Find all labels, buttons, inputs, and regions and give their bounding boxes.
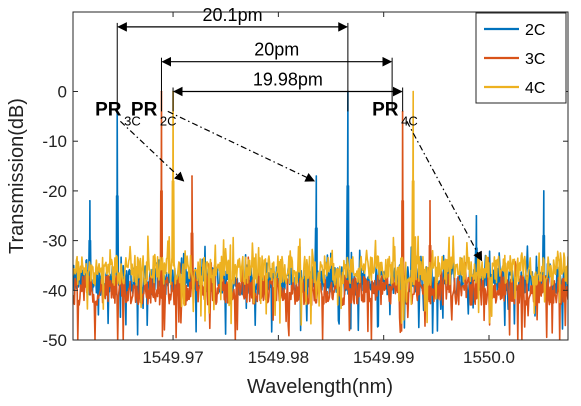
series-line-4C bbox=[73, 90, 568, 326]
y-tick-label: -50 bbox=[42, 331, 67, 350]
shift-arrow bbox=[119, 120, 185, 182]
legend-label-3C: 3C bbox=[525, 51, 545, 68]
x-axis-label: Wavelength(nm) bbox=[247, 376, 393, 398]
shift-arrow bbox=[406, 121, 483, 262]
peak-label-sub: 3C bbox=[124, 113, 141, 128]
x-ticks: 1549.97 1549.98 1549.99 1550.0 bbox=[142, 12, 515, 367]
peak-label-sub: 2C bbox=[160, 113, 177, 128]
y-axis-label: Transmission(dB) bbox=[6, 98, 28, 254]
y-ticks: 0 -10 -20 -30 -40 -50 bbox=[42, 83, 568, 350]
spacing-annotation: 19.98pm bbox=[172, 70, 404, 112]
peak-point-3C bbox=[429, 200, 431, 202]
x-tick-label: 1550.0 bbox=[463, 348, 515, 367]
x-tick-label: 1549.99 bbox=[353, 348, 414, 367]
peak-label-sub: 4C bbox=[401, 113, 418, 128]
y-tick-label: -30 bbox=[42, 232, 67, 251]
y-tick-label: -20 bbox=[42, 182, 67, 201]
peak-point-2C bbox=[475, 214, 478, 217]
legend-label-2C: 2C bbox=[525, 22, 545, 39]
peak-label-main: PR bbox=[131, 99, 158, 120]
peak-label-main: PR bbox=[372, 99, 399, 120]
peak-point-3C bbox=[191, 175, 193, 177]
shift-arrow bbox=[167, 110, 316, 182]
spacing-annotation: 20pm bbox=[160, 40, 393, 112]
peak-point-2C bbox=[89, 200, 91, 202]
y-tick-label: 0 bbox=[58, 83, 67, 102]
spacing-label: 20pm bbox=[254, 40, 299, 60]
y-tick-label: -40 bbox=[42, 281, 67, 300]
x-tick-label: 1549.98 bbox=[248, 348, 309, 367]
plot-frame bbox=[72, 11, 569, 341]
spacing-label: 19.98pm bbox=[253, 70, 323, 90]
peak-point-4C bbox=[504, 254, 506, 257]
x-tick-label: 1549.97 bbox=[142, 348, 203, 367]
legend: 2C 3C 4C bbox=[475, 12, 567, 104]
spacing-label: 20.1pm bbox=[203, 5, 263, 25]
peak-point-4C bbox=[412, 90, 414, 93]
peak-point-2C bbox=[542, 190, 545, 192]
spacing-annotation: 20.1pm bbox=[116, 5, 349, 112]
y-tick-label: -10 bbox=[42, 132, 67, 151]
peak-label-main: PR bbox=[95, 99, 122, 120]
legend-label-4C: 4C bbox=[525, 80, 545, 97]
peak-point-2C bbox=[315, 175, 318, 177]
